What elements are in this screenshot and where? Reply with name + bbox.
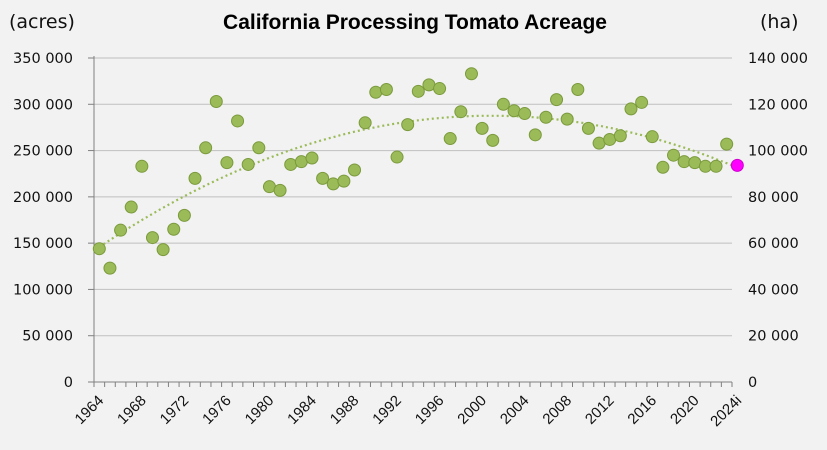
data-point (145, 231, 159, 245)
data-point (326, 177, 340, 191)
data-point (305, 151, 319, 165)
data-point (273, 183, 287, 197)
data-point (709, 159, 723, 173)
y-tick-label-right: 80 000 (748, 190, 799, 206)
y-tick-label-right: 100 000 (748, 144, 808, 160)
y-tick-label-left: 250 000 (13, 144, 73, 160)
data-point (390, 150, 404, 164)
left-axis-unit-label: (acres) (9, 11, 75, 33)
data-points (92, 67, 744, 275)
data-point (496, 97, 510, 111)
data-point (358, 116, 372, 130)
x-tick-label: 1968 (114, 392, 150, 428)
data-point-highlighted (730, 158, 744, 172)
data-point (550, 93, 564, 107)
data-point (135, 159, 149, 173)
y-tick-label-right: 140 000 (748, 51, 808, 67)
data-point (613, 129, 627, 143)
data-point (231, 114, 245, 128)
data-point (645, 130, 659, 144)
data-point (518, 107, 532, 121)
data-point (114, 223, 128, 237)
y-tick-label-right: 0 (748, 375, 757, 391)
data-point (369, 85, 383, 99)
data-point (433, 82, 447, 96)
data-point (475, 121, 489, 135)
x-tick-label: 1964 (72, 392, 108, 428)
x-tick-label: 1992 (369, 392, 405, 428)
x-tick-label: 2008 (539, 392, 575, 428)
data-point (635, 95, 649, 109)
data-point (92, 242, 106, 256)
data-point (199, 141, 213, 155)
data-point (188, 171, 202, 185)
data-point (656, 160, 670, 174)
y-tick-label-right: 20 000 (748, 329, 799, 345)
y-tick-label-right: 60 000 (748, 236, 799, 252)
x-tick-label: 1984 (284, 392, 320, 428)
y-tick-label-left: 50 000 (22, 329, 73, 345)
data-point (252, 141, 266, 155)
data-point (539, 110, 553, 124)
data-point (528, 128, 542, 142)
y-tick-label-left: 300 000 (13, 97, 73, 113)
data-point (560, 112, 574, 126)
data-point (464, 67, 478, 81)
data-point (624, 102, 638, 116)
data-point (316, 171, 330, 185)
data-point (348, 163, 362, 177)
y-tick-label-left: 100 000 (13, 282, 73, 298)
data-point (177, 208, 191, 222)
data-point (284, 157, 298, 171)
data-point (571, 82, 585, 96)
data-point (209, 95, 223, 109)
data-point (720, 137, 734, 151)
x-tick-label: 1980 (242, 392, 278, 428)
x-tick-label: 2016 (624, 392, 660, 428)
x-tick-label: 1996 (412, 392, 448, 428)
data-point (401, 118, 415, 132)
trendline-path (98, 114, 738, 248)
data-point (156, 243, 170, 257)
data-point (486, 133, 500, 147)
chart-title: California Processing Tomato Acreage (223, 11, 607, 34)
data-point (220, 156, 234, 170)
data-point (167, 222, 181, 236)
y-tick-label-left: 350 000 (13, 51, 73, 67)
left-y-axis-ticks: 0 50 000 100 000 150 000 200 000 250 000 300 0… (13, 51, 94, 391)
x-tick-label: 1972 (157, 392, 193, 428)
x-tick-label: 2000 (454, 392, 490, 428)
data-point (454, 105, 468, 119)
y-tick-label-right: 120 000 (748, 97, 808, 113)
x-tick-label: 1976 (199, 392, 235, 428)
right-axis-unit-label: (ha) (760, 11, 799, 33)
data-point (443, 132, 457, 146)
right-y-axis-ticks: 0 20 000 40 000 60 000 80 000 100 000 120 000 1… (748, 51, 808, 391)
y-tick-label-left: 150 000 (13, 236, 73, 252)
y-tick-label-left: 0 (64, 375, 73, 391)
x-tick-label: 2024i (707, 392, 745, 430)
y-tick-label-left: 200 000 (13, 190, 73, 206)
trendline (98, 114, 738, 248)
x-tick-label: 2020 (667, 392, 703, 428)
data-point (379, 82, 393, 96)
data-point (667, 148, 681, 162)
x-tick-label: 2012 (582, 392, 618, 428)
data-point (411, 84, 425, 98)
x-tick-label: 1988 (327, 392, 363, 428)
data-point (103, 261, 117, 275)
x-tick-label: 2004 (497, 392, 533, 428)
data-point (124, 200, 138, 214)
y-tick-label-right: 40 000 (748, 282, 799, 298)
data-point (581, 121, 595, 135)
data-point (507, 104, 521, 118)
data-point (241, 157, 255, 171)
data-point (337, 174, 351, 188)
